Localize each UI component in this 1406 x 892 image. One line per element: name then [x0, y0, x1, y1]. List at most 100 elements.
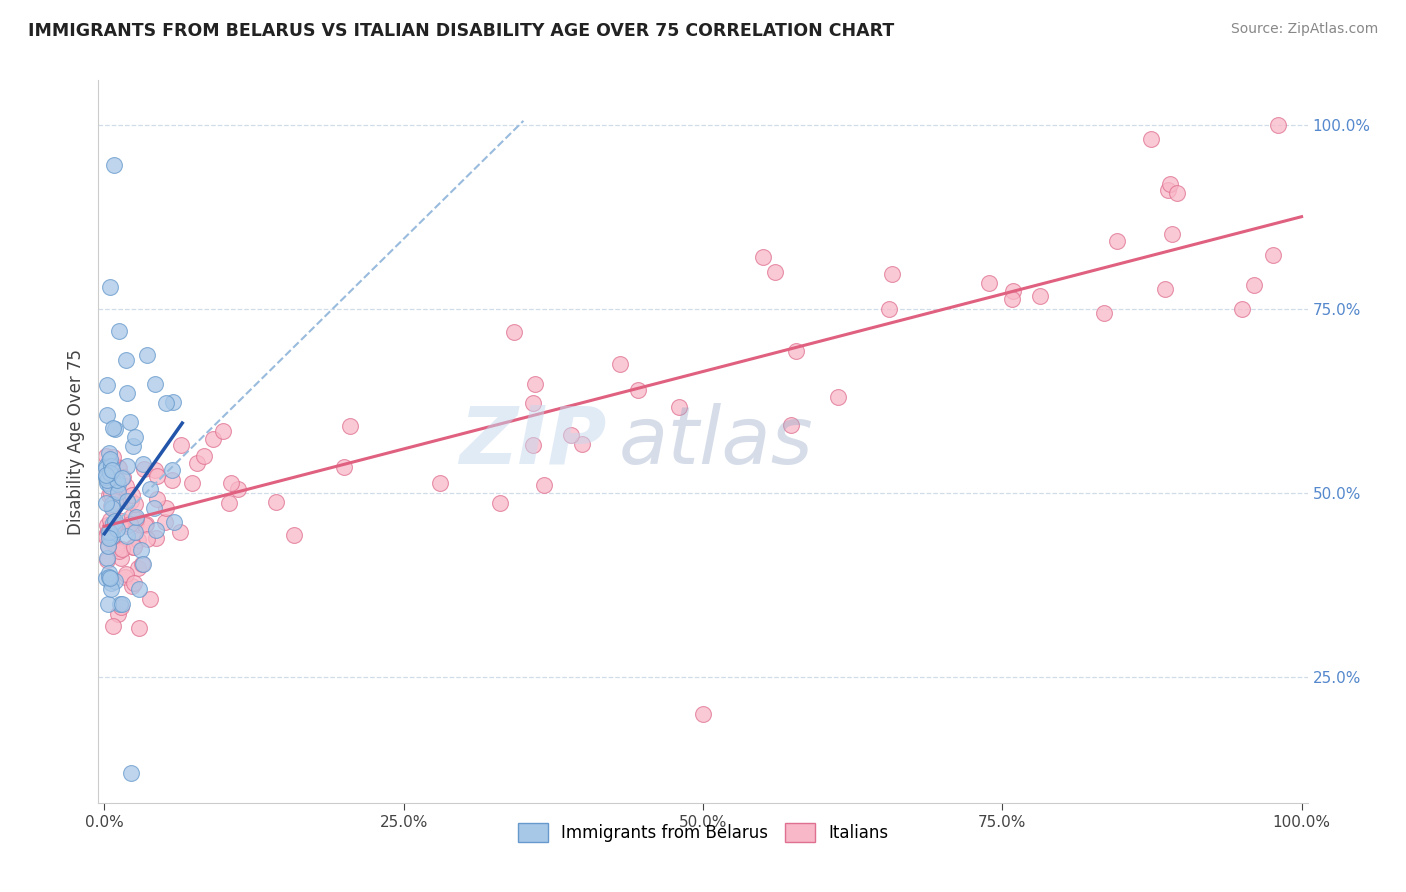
Point	[1267, 118, 1289, 132]
Point	[124, 429, 146, 443]
Point	[97, 539, 120, 553]
Y-axis label: Disability Age Over 75: Disability Age Over 75	[66, 349, 84, 534]
Point	[125, 512, 148, 526]
Point	[186, 456, 208, 470]
Point	[96, 475, 118, 490]
Point	[128, 621, 150, 635]
Point	[127, 560, 149, 574]
Point	[94, 459, 117, 474]
Point	[122, 540, 145, 554]
Text: atlas: atlas	[619, 402, 813, 481]
Point	[105, 473, 128, 487]
Point	[98, 453, 121, 467]
Point	[218, 495, 240, 509]
Point	[94, 571, 117, 585]
Point	[94, 468, 117, 483]
Point	[1107, 234, 1129, 248]
Point	[107, 459, 129, 474]
Point	[115, 566, 138, 581]
Point	[111, 597, 134, 611]
Text: ZIP: ZIP	[458, 402, 606, 481]
Point	[752, 250, 775, 264]
Point	[100, 526, 122, 541]
Point	[94, 460, 117, 475]
Point	[104, 541, 127, 556]
Point	[101, 497, 124, 511]
Point	[1230, 301, 1253, 316]
Point	[228, 482, 250, 496]
Point	[125, 509, 148, 524]
Point	[98, 513, 121, 527]
Point	[1094, 306, 1116, 320]
Point	[94, 449, 117, 463]
Point	[502, 326, 524, 340]
Point	[120, 494, 142, 508]
Point	[100, 526, 122, 541]
Point	[1001, 284, 1024, 298]
Point	[142, 501, 165, 516]
Point	[283, 527, 305, 541]
Point	[827, 390, 849, 404]
Point	[117, 493, 139, 508]
Point	[143, 463, 166, 477]
Point	[160, 473, 183, 487]
Point	[129, 543, 152, 558]
Point	[104, 514, 127, 528]
Point	[107, 460, 129, 475]
Point	[100, 279, 122, 293]
Point	[107, 324, 129, 338]
Point	[98, 488, 121, 502]
Point	[107, 607, 129, 621]
Point	[668, 400, 690, 414]
Point	[97, 566, 120, 580]
Point	[105, 522, 128, 536]
Point	[101, 456, 124, 470]
Point	[880, 267, 903, 281]
Point	[264, 495, 287, 509]
Point	[115, 479, 138, 493]
Point	[100, 459, 122, 474]
Point	[145, 531, 167, 545]
Point	[120, 516, 142, 531]
Point	[155, 396, 177, 410]
Point	[139, 482, 162, 496]
Point	[104, 422, 127, 436]
Point	[103, 488, 125, 502]
Point	[125, 516, 148, 531]
Point	[107, 485, 129, 500]
Point	[121, 488, 143, 502]
Point	[339, 418, 361, 433]
Point	[1139, 132, 1161, 146]
Point	[98, 451, 121, 466]
Point	[212, 424, 235, 438]
Point	[104, 494, 127, 508]
Point	[763, 265, 786, 279]
Point	[111, 469, 134, 483]
Point	[97, 446, 120, 460]
Point	[146, 491, 169, 506]
Point	[139, 592, 162, 607]
Point	[571, 437, 593, 451]
Point	[110, 599, 132, 614]
Point	[108, 597, 131, 611]
Point	[97, 597, 120, 611]
Point	[121, 509, 143, 524]
Point	[134, 517, 156, 532]
Point	[143, 377, 166, 392]
Text: Source: ZipAtlas.com: Source: ZipAtlas.com	[1230, 22, 1378, 37]
Point	[1160, 177, 1182, 191]
Point	[121, 541, 143, 555]
Point	[103, 516, 125, 531]
Point	[96, 517, 118, 532]
Point	[118, 415, 141, 429]
Point	[96, 474, 118, 488]
Point	[429, 476, 451, 491]
Point	[104, 517, 127, 532]
Point	[1261, 248, 1284, 262]
Point	[115, 353, 138, 368]
Point	[780, 417, 803, 432]
Point	[96, 530, 118, 544]
Point	[170, 438, 193, 452]
Point	[522, 396, 544, 410]
Point	[115, 458, 138, 473]
